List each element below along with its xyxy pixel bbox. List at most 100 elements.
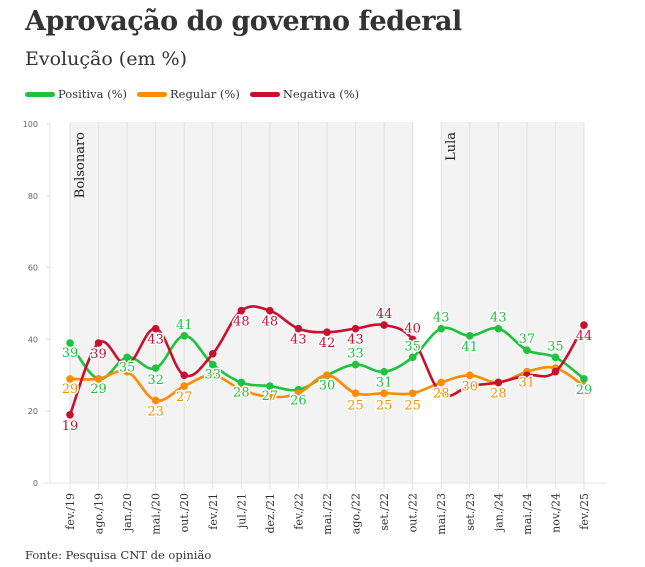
data-label-negativa: 39 bbox=[90, 347, 107, 362]
x-tick-label: mai./23 bbox=[435, 493, 448, 535]
data-point-negativa bbox=[437, 389, 446, 398]
data-point-negativa bbox=[94, 339, 103, 347]
data-point-regular bbox=[351, 389, 360, 398]
data-label-negativa: 43 bbox=[290, 333, 307, 348]
x-tick-label: fev./21 bbox=[207, 493, 220, 530]
data-label-negativa: 48 bbox=[233, 315, 250, 330]
data-point-regular bbox=[380, 389, 388, 398]
data-point-negativa bbox=[237, 306, 246, 315]
data-label-positiva: 28 bbox=[233, 385, 250, 400]
data-point-positiva bbox=[580, 375, 588, 383]
chart-subtitle: Evolução (em %) bbox=[25, 48, 187, 70]
x-tick-label: fev./22 bbox=[292, 493, 305, 530]
data-label-negativa: 48 bbox=[262, 315, 279, 330]
y-tick-label: 80 bbox=[28, 192, 38, 201]
data-point-negativa bbox=[523, 371, 531, 380]
data-point-positiva bbox=[66, 339, 74, 347]
data-point-negativa bbox=[323, 328, 331, 337]
data-label-negativa: 44 bbox=[376, 307, 393, 322]
data-point-regular bbox=[465, 371, 474, 380]
x-tick-label: set./22 bbox=[378, 493, 391, 531]
data-point-positiva bbox=[151, 364, 160, 372]
data-label-positiva: 29 bbox=[576, 383, 593, 398]
legend-item-negativa[interactable]: Negativa (%) bbox=[249, 87, 360, 101]
data-point-negativa bbox=[351, 324, 360, 333]
data-point-positiva bbox=[266, 382, 274, 390]
data-label-negativa: 44 bbox=[576, 329, 593, 344]
data-point-negativa bbox=[123, 360, 131, 369]
data-point-regular bbox=[208, 371, 217, 380]
data-point-negativa bbox=[465, 382, 474, 390]
data-label-positiva: 32 bbox=[147, 373, 164, 388]
period-label-lula: Lula bbox=[444, 132, 459, 161]
data-label-negativa: 40 bbox=[404, 321, 421, 336]
data-label-regular: 25 bbox=[404, 398, 421, 413]
data-point-regular bbox=[180, 382, 189, 390]
data-point-regular bbox=[151, 396, 160, 405]
data-point-positiva bbox=[208, 360, 217, 369]
data-label-regular: 31 bbox=[519, 376, 536, 391]
y-tick-label: 100 bbox=[23, 120, 38, 129]
data-label-negativa: 43 bbox=[347, 333, 364, 348]
x-tick-label: mai./24 bbox=[521, 493, 534, 535]
y-tick-label: 20 bbox=[28, 407, 38, 416]
data-point-negativa bbox=[408, 335, 417, 344]
legend-item-regular[interactable]: Regular (%) bbox=[136, 87, 240, 101]
chart-title: Aprovação do governo federal bbox=[25, 6, 462, 37]
x-tick-label: mai./20 bbox=[150, 493, 163, 535]
data-point-regular bbox=[294, 389, 303, 398]
x-tick-label: out./22 bbox=[407, 493, 420, 532]
data-label-positiva: 41 bbox=[176, 318, 193, 333]
data-label-positiva: 27 bbox=[262, 389, 279, 404]
data-label-regular: 29 bbox=[62, 382, 79, 397]
data-point-positiva bbox=[237, 378, 246, 387]
data-label-positiva: 29 bbox=[90, 382, 107, 397]
data-label-positiva: 41 bbox=[462, 340, 479, 355]
data-label-regular: 27 bbox=[176, 390, 193, 405]
data-label-regular: 30 bbox=[462, 379, 479, 394]
x-tick-label: fev./19 bbox=[64, 493, 77, 530]
data-label-regular: 23 bbox=[147, 404, 164, 419]
x-tick-label: set./23 bbox=[464, 493, 477, 531]
x-tick-label: ago./22 bbox=[350, 493, 363, 534]
data-label-positiva: 35 bbox=[404, 339, 421, 354]
x-tick-label: dez./21 bbox=[264, 493, 277, 534]
data-point-negativa bbox=[551, 367, 560, 376]
x-tick-label: nov./24 bbox=[549, 493, 562, 533]
period-label-bolsonaro: Bolsonaro bbox=[73, 132, 88, 198]
data-label-positiva: 33 bbox=[205, 368, 222, 383]
x-tick-label: mai./22 bbox=[321, 493, 334, 535]
data-label-layer: 39 29 35 32 41 33 28 27 26 30 33 31 35 43 41 43 37 35 29 29… bbox=[60, 306, 594, 436]
data-label-positiva: 35 bbox=[119, 360, 136, 375]
data-point-regular bbox=[66, 375, 74, 383]
legend-swatch-positiva bbox=[25, 91, 55, 97]
data-point-positiva bbox=[494, 324, 503, 333]
data-point-negativa bbox=[180, 371, 189, 380]
data-label-positiva: 37 bbox=[519, 332, 536, 347]
data-point-regular bbox=[437, 378, 446, 387]
legend-label-negativa: Negativa (%) bbox=[282, 87, 360, 101]
data-label-positiva: 43 bbox=[490, 311, 507, 326]
data-point-positiva bbox=[551, 353, 560, 362]
legend-item-positiva[interactable]: Positiva (%) bbox=[25, 87, 127, 101]
data-point-positiva bbox=[437, 324, 446, 333]
x-tick-label: out./20 bbox=[178, 493, 191, 532]
data-point-positiva bbox=[408, 353, 417, 362]
data-label-regular: 28 bbox=[490, 386, 507, 401]
x-tick-label: fev./25 bbox=[578, 493, 591, 530]
period-band-lula bbox=[441, 122, 584, 483]
data-point-positiva bbox=[180, 332, 189, 340]
data-point-regular bbox=[266, 393, 274, 401]
data-point-regular bbox=[408, 389, 417, 398]
legend-label-positiva: Positiva (%) bbox=[58, 87, 127, 101]
data-point-negativa bbox=[294, 324, 303, 333]
data-point-negativa bbox=[266, 306, 274, 315]
data-label-negativa: 43 bbox=[147, 333, 164, 348]
data-point-negativa bbox=[66, 410, 74, 419]
data-point-negativa bbox=[151, 324, 160, 333]
data-point-regular bbox=[323, 371, 331, 380]
y-tick-label: 40 bbox=[28, 335, 38, 344]
x-tick-label: ago./19 bbox=[93, 493, 106, 534]
data-point-regular bbox=[94, 375, 103, 383]
